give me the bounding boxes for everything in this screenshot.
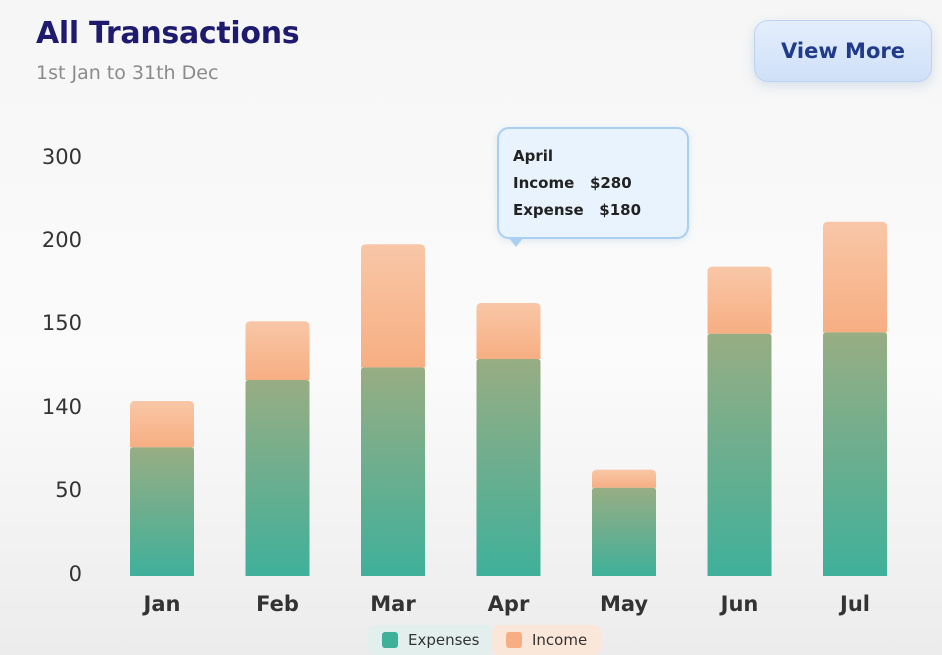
bar-expenses-jun[interactable] (707, 333, 772, 576)
legend-item-income[interactable]: Income (492, 625, 602, 655)
tooltip-expense-label: Expense (513, 201, 584, 219)
y-tick-label: 200 (42, 228, 82, 252)
bar-income-may[interactable] (592, 469, 656, 488)
bars-group (130, 221, 887, 576)
expenses-swatch (382, 632, 398, 648)
tooltip-expense-row: Expense $180 (513, 197, 687, 224)
bar-income-mar[interactable] (361, 244, 425, 368)
page-title: All Transactions (36, 16, 300, 51)
x-tick-label-feb: Feb (256, 592, 299, 616)
tooltip-month: April (513, 147, 554, 165)
y-axis: 0 50 140 150 200 300 (42, 145, 82, 586)
bar-income-jan[interactable] (130, 401, 194, 448)
x-axis: Jan Feb Mar Apr May Jun Jul (142, 592, 870, 616)
legend-label-income: Income (532, 631, 588, 649)
bar-income-jun[interactable] (707, 266, 772, 334)
tooltip-income-label: Income (513, 174, 575, 192)
tooltip-income-row: Income $280 (513, 170, 687, 197)
tooltip-caret (508, 237, 524, 247)
y-tick-label: 300 (42, 145, 82, 169)
chart-legend: Expenses Income (0, 625, 942, 655)
bar-expenses-feb[interactable] (245, 380, 310, 576)
date-range-subtitle: 1st Jan to 31th Dec (36, 62, 219, 84)
april-tooltip: April Income $280 Expense $180 (497, 127, 689, 247)
x-tick-label-jan: Jan (142, 592, 181, 616)
legend-item-expenses[interactable]: Expenses (368, 625, 494, 655)
bar-expenses-apr[interactable] (476, 359, 541, 576)
legend-label-expenses: Expenses (408, 631, 480, 649)
bar-expenses-jan[interactable] (130, 447, 194, 576)
y-tick-label: 50 (55, 478, 82, 502)
bar-income-jul[interactable] (823, 221, 887, 333)
y-tick-label: 140 (42, 395, 82, 419)
y-tick-label: 150 (42, 311, 82, 335)
income-swatch (506, 632, 522, 648)
x-tick-label-mar: Mar (370, 592, 416, 616)
tooltip-expense-value: $180 (599, 201, 642, 219)
bar-expenses-mar[interactable] (361, 367, 425, 576)
view-more-button[interactable]: View More (754, 20, 932, 82)
x-tick-label-jul: Jul (838, 592, 870, 616)
y-tick-label: 0 (69, 562, 82, 586)
tooltip-income-value: $280 (589, 174, 632, 192)
x-tick-label-may: May (600, 592, 648, 616)
x-tick-label-apr: Apr (488, 592, 530, 616)
x-tick-label-jun: Jun (719, 592, 759, 616)
bar-income-apr[interactable] (476, 303, 541, 359)
bar-expenses-jul[interactable] (823, 332, 887, 576)
bar-expenses-may[interactable] (592, 487, 656, 576)
bar-income-feb[interactable] (245, 321, 310, 380)
